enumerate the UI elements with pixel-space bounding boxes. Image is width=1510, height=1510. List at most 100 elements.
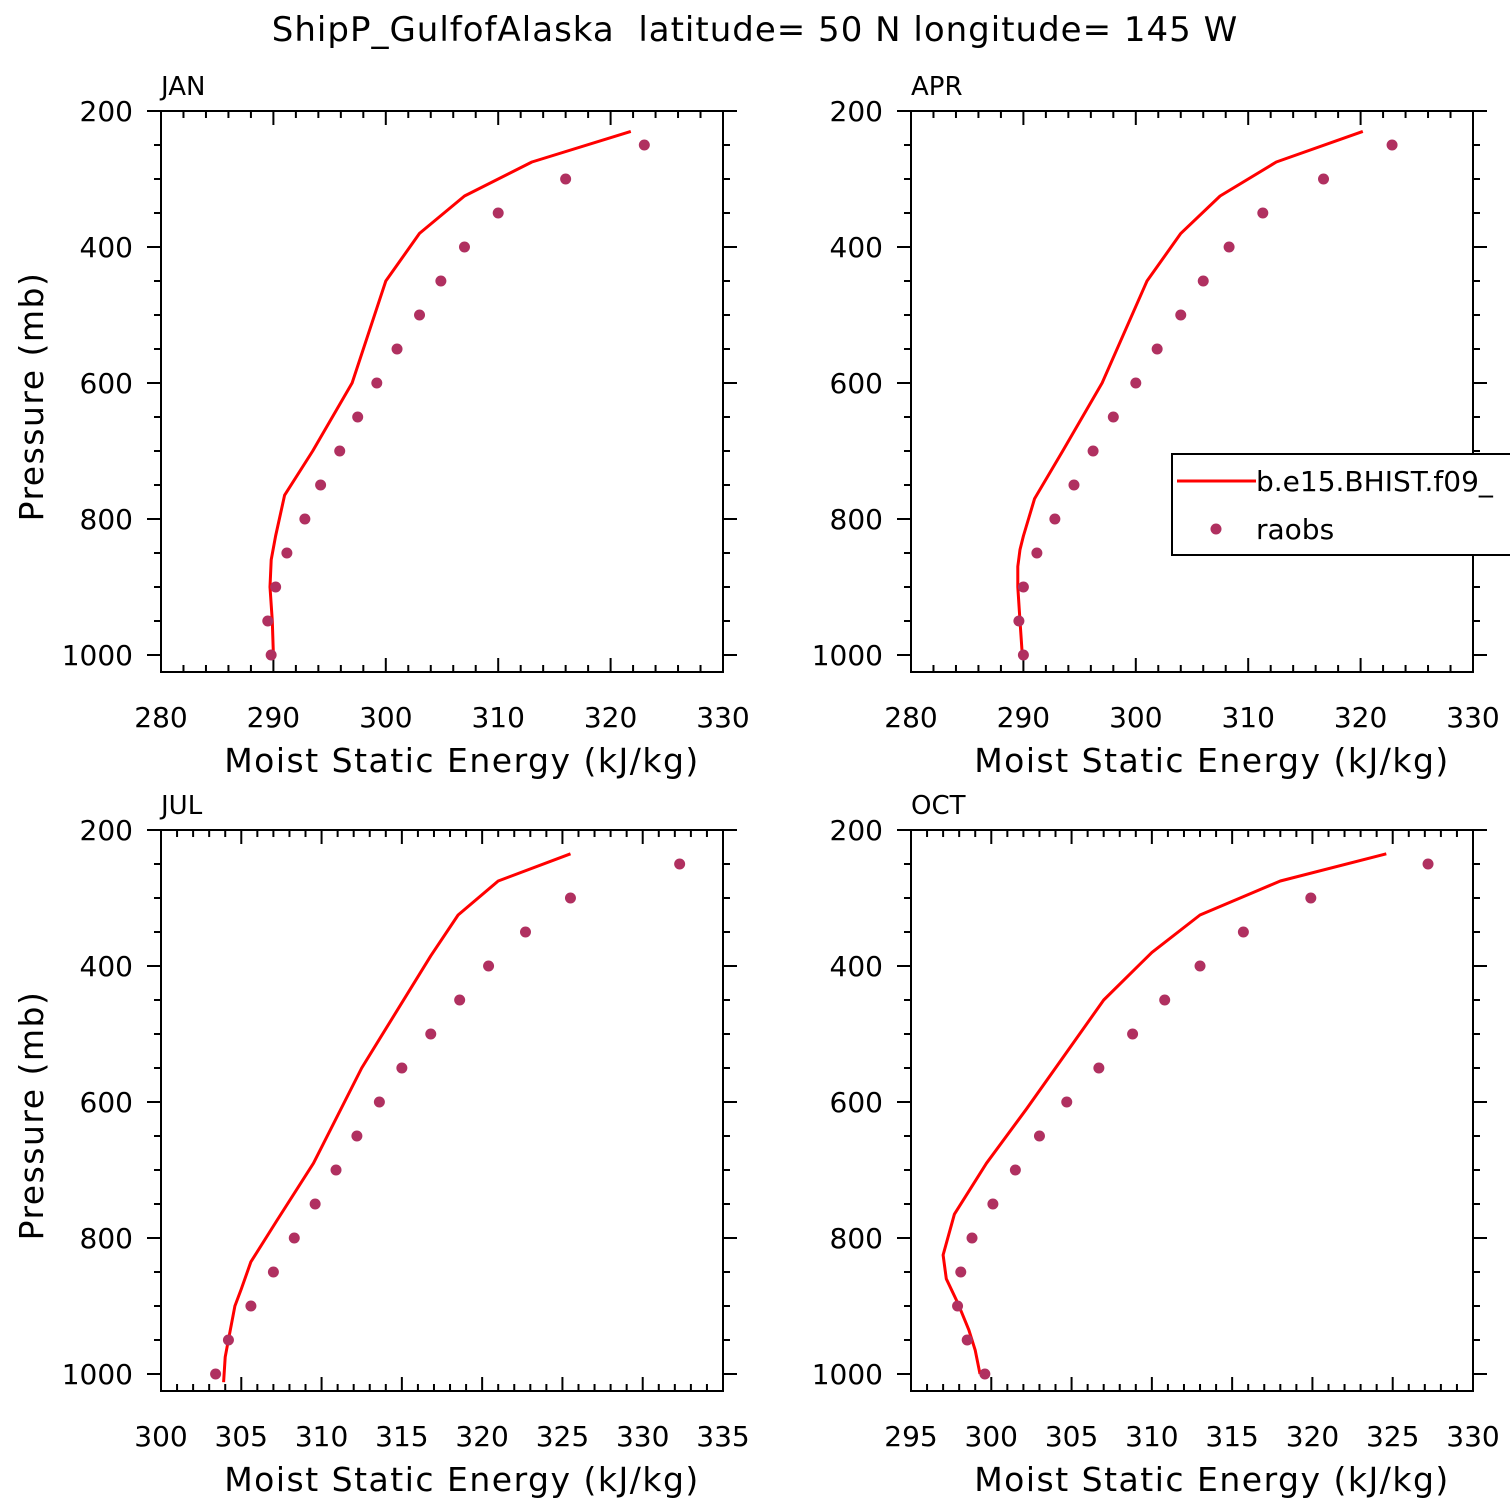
y-tick-label: 400 [830, 231, 883, 264]
obs-point [638, 139, 650, 151]
x-tick-label: 300 [359, 701, 412, 734]
x-tick-label: 310 [1221, 701, 1274, 734]
panel-apr: 280 290 300 310 320 330 200 400 600 800 1000 APR Moi… [812, 72, 1500, 780]
obs-point [1223, 241, 1235, 253]
x-tick-label: 305 [215, 1420, 268, 1453]
obs-point [435, 275, 447, 287]
panel-label: OCT [911, 791, 966, 821]
x-tick-label: 310 [471, 701, 524, 734]
x-tick-label: 320 [1334, 701, 1387, 734]
obs-point [210, 1368, 222, 1380]
obs-point [288, 1232, 300, 1244]
y-tick-label: 1000 [812, 1358, 883, 1391]
obs-point [1033, 1130, 1045, 1142]
obs-point [1107, 411, 1119, 423]
obs-point [245, 1300, 257, 1312]
y-tick-label: 200 [830, 95, 883, 128]
model-series-line [222, 852, 572, 1383]
obs-point [262, 615, 274, 627]
plot-data [210, 852, 686, 1383]
obs-point [1049, 513, 1061, 525]
obs-point [519, 926, 531, 938]
x-axis-label: Moist Static Energy (kJ/kg) [224, 1460, 700, 1499]
panel-label: JAN [159, 72, 205, 102]
y-tick-label: 600 [80, 1086, 133, 1119]
x-tick-label: 320 [455, 1420, 508, 1453]
legend-obs-label: raobs [1256, 513, 1334, 546]
y-tick-label: 800 [830, 503, 883, 536]
panel-jan: 280 290 300 310 320 330 200 400 600 800 1000 JAN Moi… [12, 72, 750, 780]
obs-point [1318, 173, 1330, 185]
obs-point [267, 1266, 279, 1278]
obs-point [270, 581, 282, 593]
obs-point [299, 513, 311, 525]
x-tick-label: 295 [884, 1420, 937, 1453]
obs-point [1031, 547, 1043, 559]
legend-box [1171, 453, 1510, 556]
y-tick-label: 200 [830, 814, 883, 847]
y-tick-label: 400 [80, 950, 133, 983]
y-axis-label: Pressure (mb) [12, 991, 51, 1241]
obs-point [952, 1300, 964, 1312]
legend-obs-swatch [1210, 523, 1222, 535]
obs-point [483, 960, 495, 972]
x-tick-label: 330 [696, 701, 749, 734]
x-axis-label: Moist Static Energy (kJ/kg) [974, 741, 1450, 780]
plot-frame [910, 829, 1474, 1392]
obs-point [414, 309, 426, 321]
obs-point [1013, 615, 1025, 627]
obs-point [1175, 309, 1187, 321]
x-axis-label: Moist Static Energy (kJ/kg) [974, 1460, 1450, 1499]
plot-data [1013, 129, 1398, 661]
x-tick-label: 330 [616, 1420, 669, 1453]
x-tick-label: 325 [536, 1420, 589, 1453]
obs-point [1017, 649, 1029, 661]
y-tick-label: 400 [80, 231, 133, 264]
obs-point [961, 1334, 973, 1346]
obs-point [987, 1198, 999, 1210]
obs-point [458, 241, 470, 253]
x-tick-label: 280 [134, 701, 187, 734]
obs-point [1194, 960, 1206, 972]
obs-point [560, 173, 572, 185]
obs-point [674, 858, 686, 870]
obs-point [330, 1164, 342, 1176]
obs-point [564, 892, 576, 904]
x-tick-label: 310 [1125, 1420, 1178, 1453]
obs-point [352, 411, 364, 423]
x-tick-label: 330 [1446, 701, 1499, 734]
y-tick-label: 1000 [62, 639, 133, 672]
plot-frame [160, 829, 724, 1392]
x-tick-label: 315 [1205, 1420, 1258, 1453]
plot-data [941, 852, 1434, 1380]
panel-oct: 295 300 305 310 315 320 325 330 200 400 600 800 1000… [812, 791, 1500, 1499]
obs-point [1130, 377, 1142, 389]
obs-point [966, 1232, 978, 1244]
x-tick-label: 300 [134, 1420, 187, 1453]
obs-point [1127, 1028, 1139, 1040]
obs-point [1257, 207, 1269, 219]
panel-label: APR [911, 72, 963, 102]
obs-point [1386, 139, 1398, 151]
x-axis-label: Moist Static Energy (kJ/kg) [224, 741, 700, 780]
plot-frame [160, 110, 724, 673]
obs-point [1087, 445, 1099, 457]
y-tick-label: 600 [830, 1086, 883, 1119]
legend: b.e15.BHIST.f09_raobs [1171, 453, 1510, 556]
obs-point [1068, 479, 1080, 491]
obs-point [281, 547, 293, 559]
model-series-line [941, 852, 1387, 1375]
obs-point [1237, 926, 1249, 938]
obs-point [373, 1096, 385, 1108]
obs-point [265, 649, 277, 661]
panel-jul: 300 305 310 315 320 325 330 335 200 400 600 800 1000… [12, 791, 750, 1499]
x-tick-label: 335 [696, 1420, 749, 1453]
figure-title: ShipP_GulfofAlaska latitude= 50 N longit… [271, 10, 1239, 50]
obs-point [1422, 858, 1434, 870]
obs-point [979, 1368, 991, 1380]
obs-point [396, 1062, 408, 1074]
x-tick-label: 320 [584, 701, 637, 734]
y-tick-label: 800 [830, 1222, 883, 1255]
x-tick-label: 290 [247, 701, 300, 734]
obs-point [371, 377, 383, 389]
